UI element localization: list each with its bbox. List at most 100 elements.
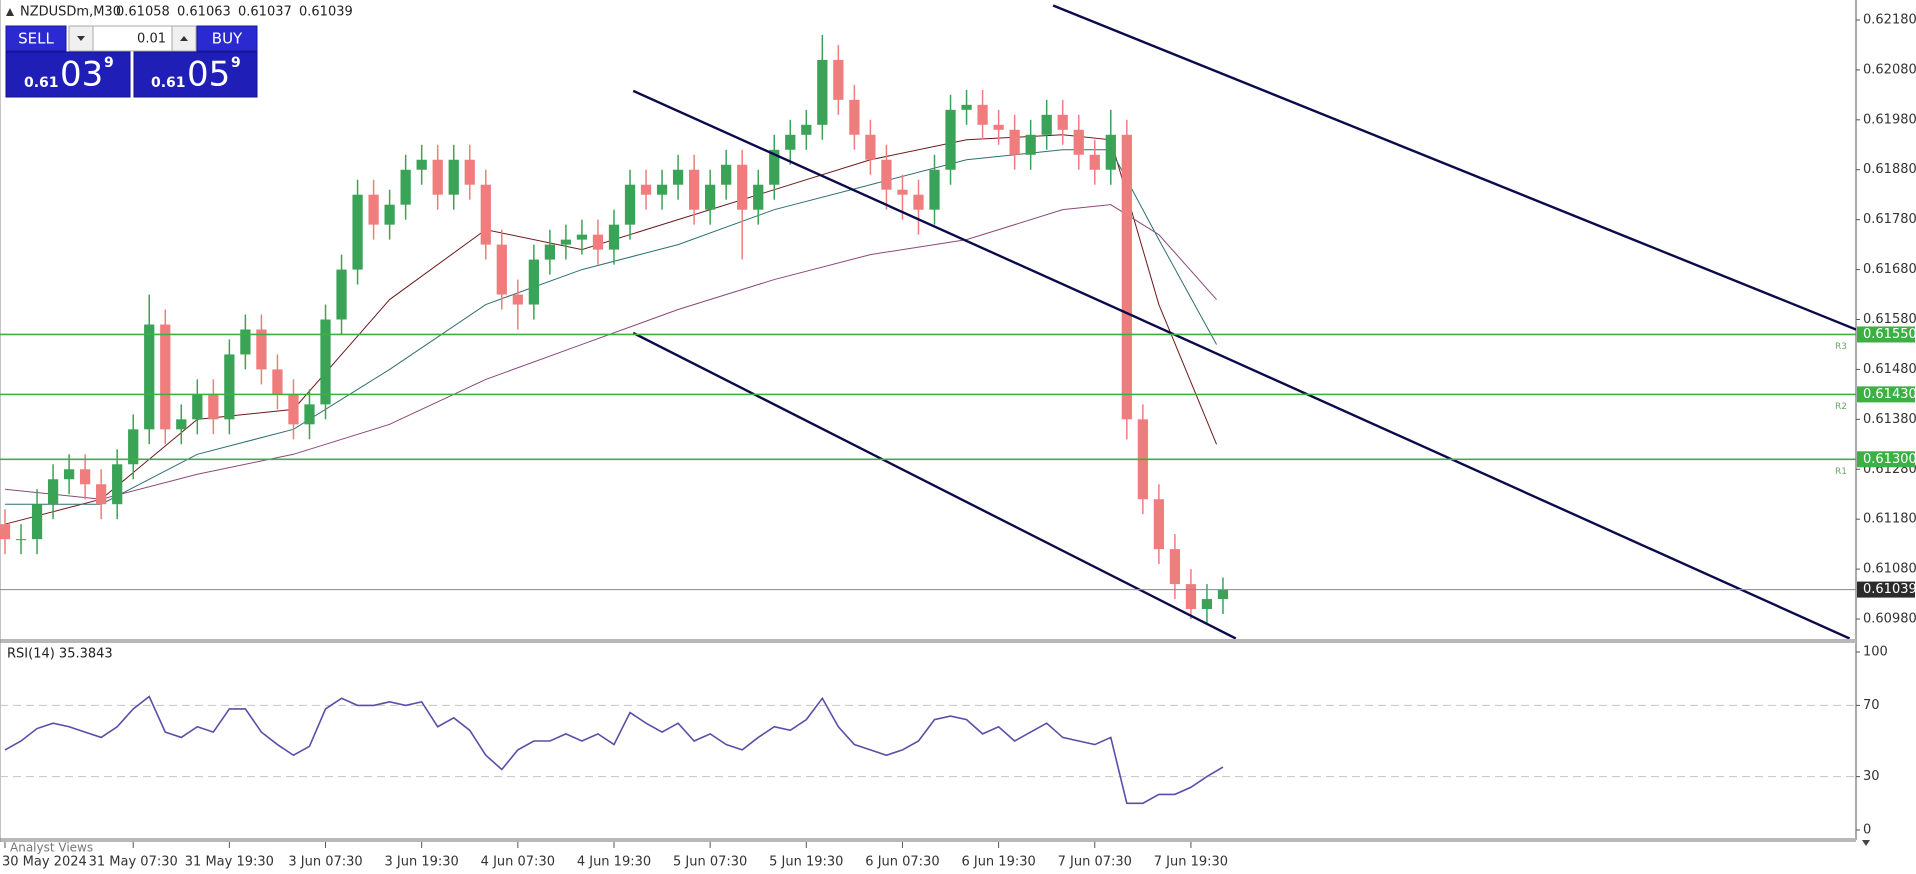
candle-body (304, 404, 315, 425)
rsi-panel (0, 695, 1856, 805)
bid-sup: 9 (104, 55, 114, 71)
y-tick-label: 0.62080 (1863, 62, 1916, 77)
level-label-box (1857, 451, 1915, 468)
candle-body (1073, 129, 1084, 155)
level-tag: R3 (1835, 342, 1847, 352)
candle-body (1121, 134, 1132, 420)
ask-box[interactable] (133, 51, 258, 98)
rsi-label: RSI(14) 35.3843 (7, 647, 113, 662)
sell-label: SELL (18, 30, 54, 48)
ask-main: 05 (187, 55, 230, 95)
price-panel: R3 R2 R1 (0, 4, 1856, 639)
y-tick-label: 100 (1863, 645, 1888, 660)
candle-body (737, 164, 748, 210)
candle-body (15, 539, 27, 541)
ohlc-high: 0.61063 (177, 5, 231, 20)
candle-body (721, 164, 732, 185)
ask-sup: 9 (231, 55, 241, 71)
y-tick-label: 0 (1863, 823, 1871, 838)
candle-body (31, 504, 43, 540)
candle-body (128, 429, 139, 465)
y-tick-label: 0.61580 (1863, 312, 1916, 327)
collapse-icon[interactable] (6, 8, 14, 16)
candle-body (160, 324, 171, 430)
y-tick-label: 0.62180 (1863, 12, 1916, 27)
ohlc-low: 0.61037 (238, 5, 292, 20)
level-label-box (1857, 386, 1915, 403)
level-label: 0.61430 (1863, 387, 1916, 402)
candle-body (672, 169, 684, 185)
current-price-box (1857, 581, 1915, 598)
candle-body (576, 234, 588, 240)
candle-body (897, 189, 908, 195)
bid-main: 03 (60, 55, 103, 95)
level-label-box (1857, 326, 1915, 343)
candle-body (769, 149, 780, 185)
axes: 0.62180 0.62080 0.61980 0.61880 0.61780 0.61 6… (2, 12, 1916, 869)
y-tick-label: 0.61080 (1863, 562, 1916, 577)
candle-body (560, 239, 572, 245)
x-tick-label: 31 May 19:30 (185, 855, 274, 870)
bid-big: 0.61 (24, 75, 59, 91)
candle-body (384, 204, 395, 225)
trade-panel: SELL 0.01 BUY 0.61 03 9 0.61 05 9 (5, 25, 258, 98)
candle-body (400, 169, 411, 205)
x-tick-label: 6 Jun 07:30 (865, 855, 939, 870)
candle-body (592, 234, 604, 250)
analyst-views-tab[interactable]: Analyst Views (10, 841, 93, 855)
candle-body (913, 194, 924, 210)
candle-body (753, 184, 764, 210)
scroll-icon[interactable] (1862, 840, 1870, 846)
y-tick-label: 30 (1863, 769, 1880, 784)
candle-body (624, 184, 636, 225)
candle-body (929, 169, 940, 210)
candle-body (480, 184, 491, 245)
y-tick-label: 0.61980 (1863, 112, 1916, 127)
bid-box[interactable] (5, 51, 131, 98)
candle-body (1169, 549, 1181, 585)
symbol: NZDUSDm,M30 (20, 5, 121, 20)
y-tick-label: 0.61480 (1863, 362, 1916, 377)
x-tick-label: 3 Jun 07:30 (288, 855, 362, 870)
buy-label: BUY (212, 30, 243, 48)
candle-body (192, 394, 203, 420)
candle-body (1041, 114, 1052, 135)
sell-button[interactable] (5, 25, 67, 52)
y-tick-label: 0.61880 (1863, 162, 1916, 177)
candle-body (336, 269, 347, 320)
ohlc-close: 0.61039 (299, 5, 353, 20)
x-tick-label: 6 Jun 19:30 (961, 855, 1035, 870)
buy-button[interactable] (196, 25, 258, 52)
x-tick-label: 3 Jun 19:30 (385, 855, 459, 870)
x-tick-label: 5 Jun 19:30 (769, 855, 843, 870)
y-tick-label: 0.61180 (1863, 512, 1916, 527)
candle-body (849, 99, 860, 135)
candle-body (1009, 129, 1020, 155)
y-tick-label: 0.61780 (1863, 212, 1916, 227)
candle-body (961, 104, 972, 110)
y-tick-label: 0.60980 (1863, 612, 1916, 627)
candle-body (416, 159, 427, 170)
candle-body (256, 329, 267, 370)
candle-body (0, 524, 11, 540)
x-tick-label: 7 Jun 19:30 (1154, 855, 1228, 870)
panel-separator (0, 838, 1856, 842)
candle-body (945, 109, 956, 170)
candle-body (96, 484, 107, 505)
candle-body (801, 124, 812, 135)
candle-body (1105, 134, 1116, 170)
x-tick-label: 30 May 2024 (2, 855, 87, 870)
candle-body (208, 394, 219, 420)
candle-body (512, 294, 523, 305)
lot-value: 0.01 (137, 32, 166, 47)
candle-body (865, 134, 876, 160)
lot-field[interactable] (92, 25, 173, 52)
level-label: 0.61550 (1863, 327, 1916, 342)
candle-body (240, 329, 251, 355)
candle-body (881, 159, 892, 190)
candle-body (656, 184, 668, 195)
candle-body (817, 59, 828, 125)
candle-body (464, 159, 475, 185)
candle-body (63, 469, 75, 480)
